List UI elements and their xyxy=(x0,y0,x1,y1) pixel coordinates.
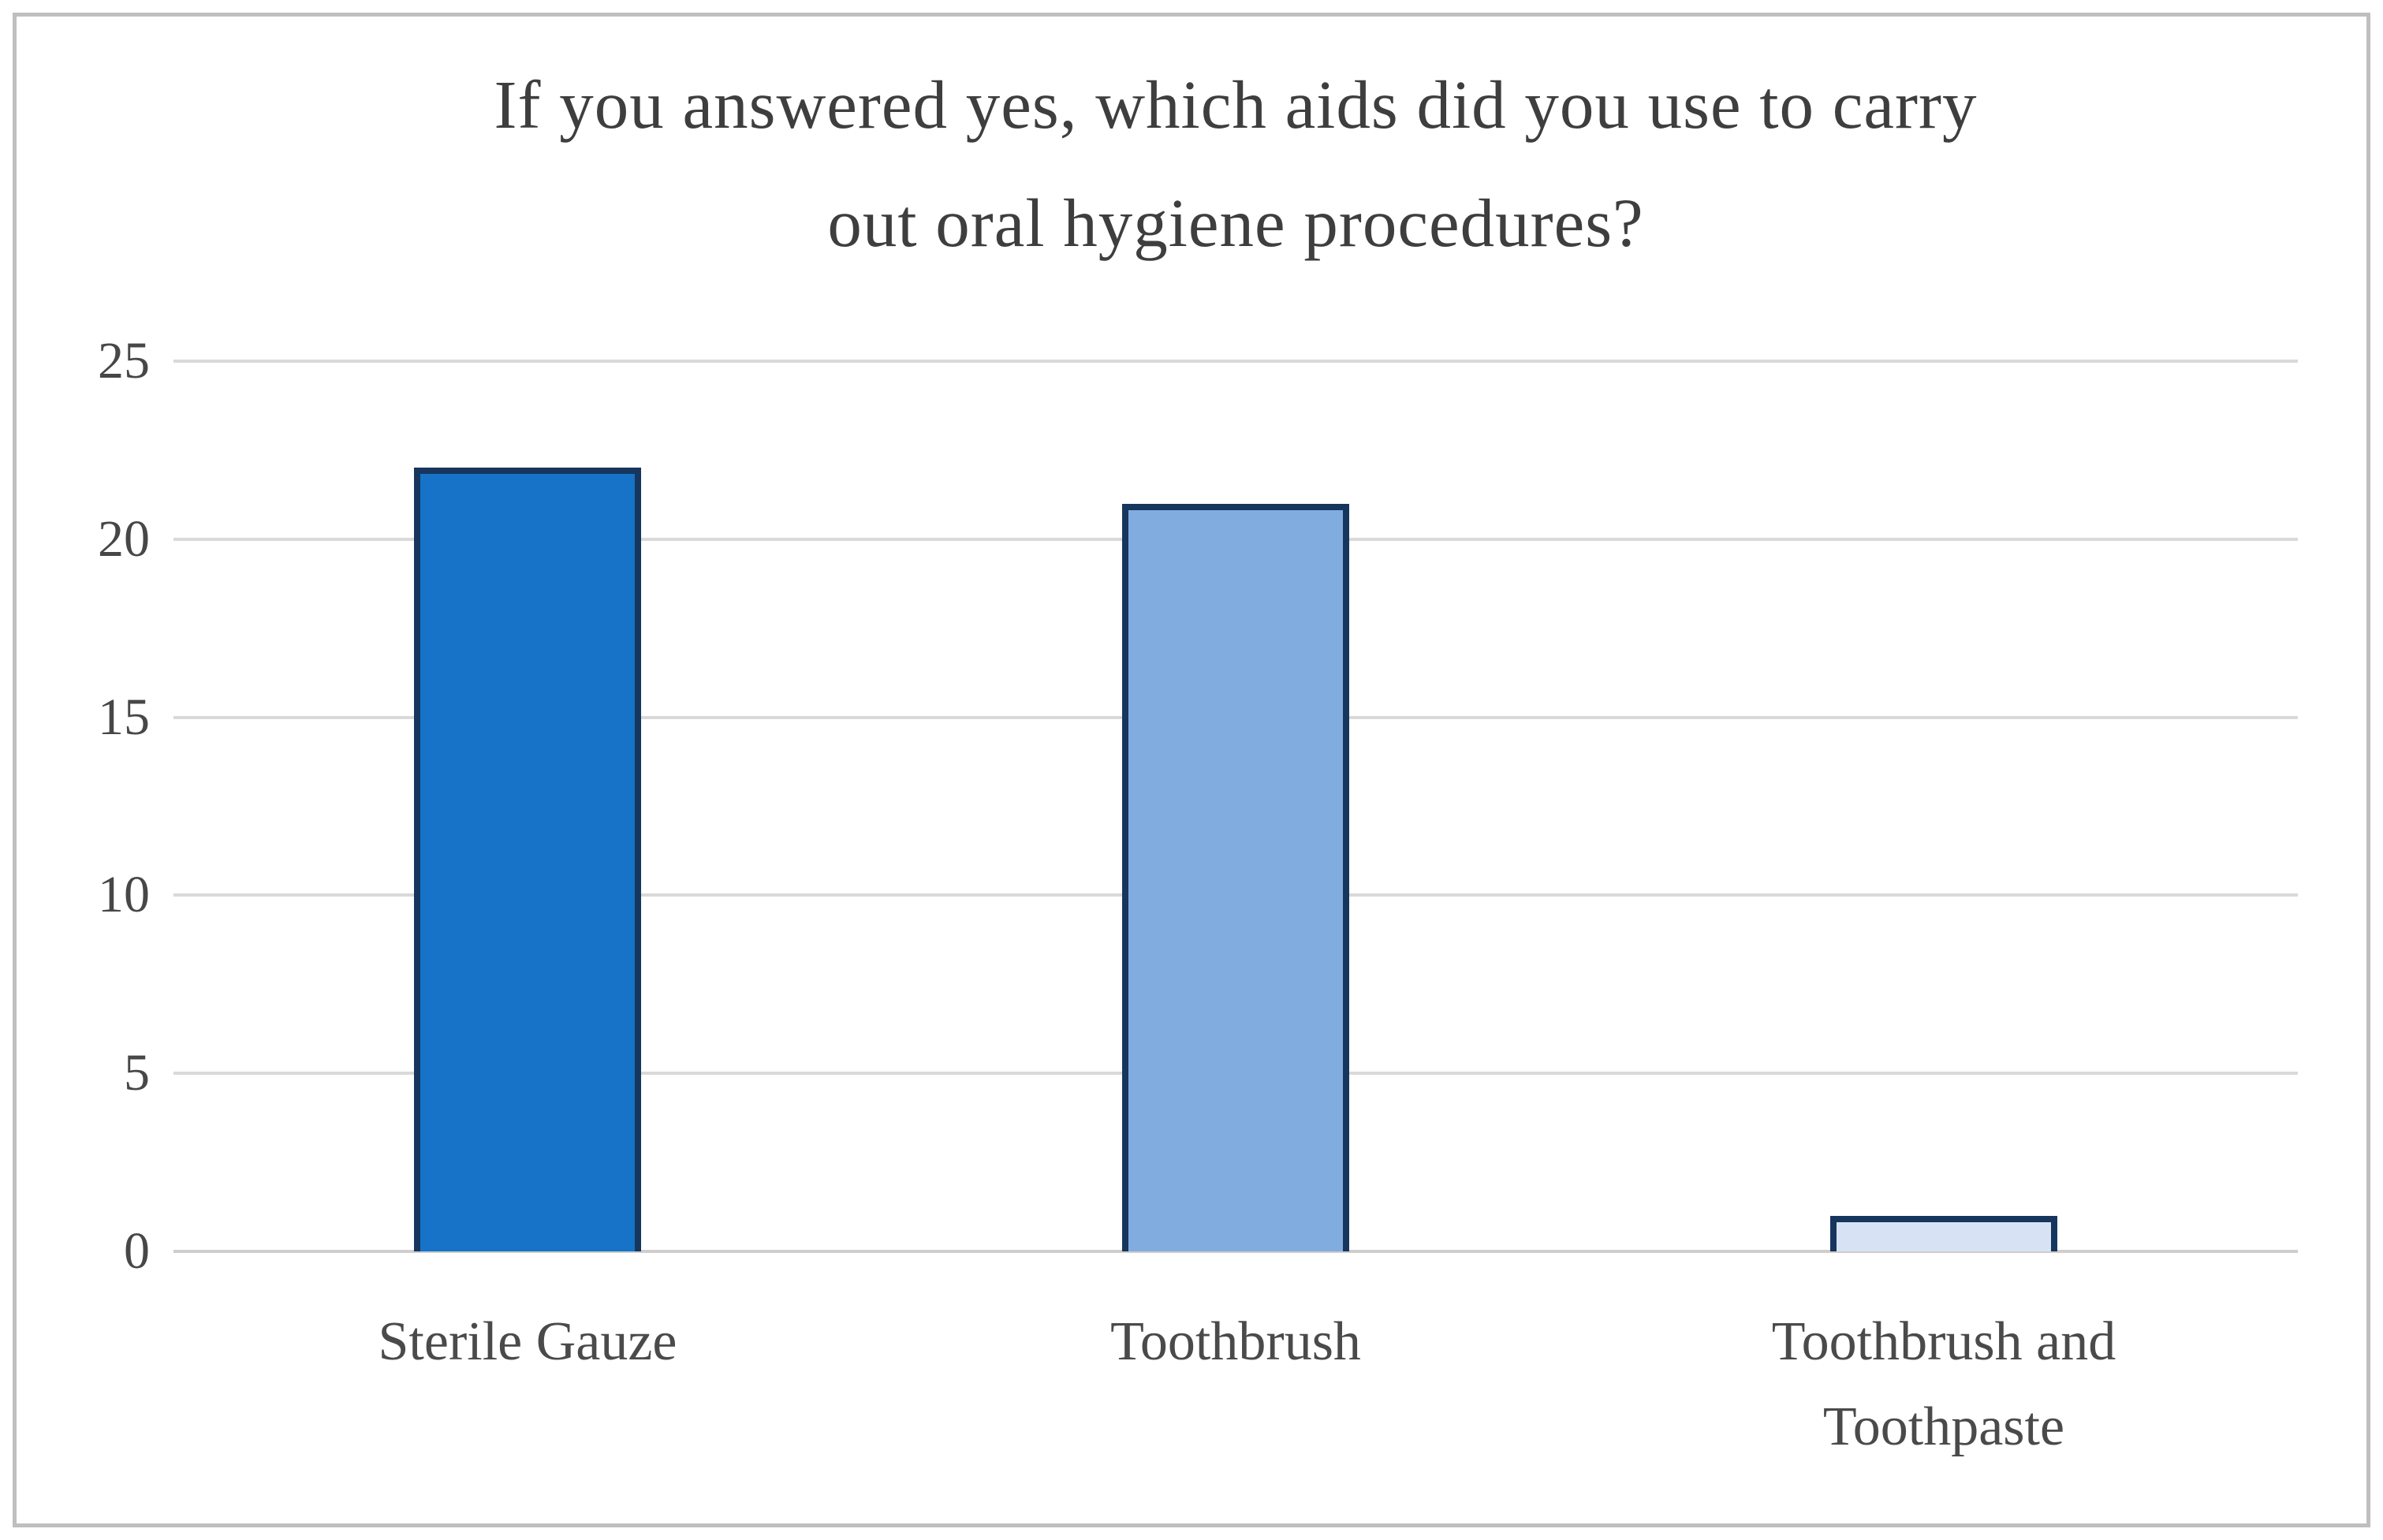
bar-cell-toothbrush-and-toothpaste xyxy=(1590,361,2298,1251)
x-tick-label-sterile-gauze: Sterile Gauze xyxy=(378,1311,677,1372)
y-tick-label-20: 20 xyxy=(98,509,150,568)
bar-toothbrush-and-toothpaste xyxy=(1830,1215,2057,1251)
x-tick-label-toothbrush: Toothbrush xyxy=(1110,1311,1361,1372)
bar-cell-toothbrush xyxy=(882,361,1590,1251)
x-label-cell-sterile-gauze: Sterile Gauze xyxy=(173,1299,882,1470)
chart-title-line-1: If you answered yes, which aids did you … xyxy=(494,66,1978,143)
gridline-25 xyxy=(173,360,2298,363)
x-label-cell-toothbrush: Toothbrush xyxy=(882,1299,1590,1470)
bar-sterile-gauze xyxy=(414,468,641,1251)
x-label-cell-toothbrush-and-toothpaste: Toothbrush and Toothpaste xyxy=(1590,1299,2298,1470)
plot-area xyxy=(173,360,2298,1253)
y-tick-label-5: 5 xyxy=(124,1044,150,1102)
x-axis-tick-labels: Sterile Gauze Toothbrush Toothbrush and To… xyxy=(173,1299,2298,1470)
y-tick-label-25: 25 xyxy=(98,332,150,390)
bar-cell-sterile-gauze xyxy=(173,361,882,1251)
y-tick-label-0: 0 xyxy=(124,1222,150,1280)
x-tick-label-toothbrush-and-toothpaste: Toothbrush and Toothpaste xyxy=(1771,1311,2116,1457)
y-tick-label-15: 15 xyxy=(98,688,150,746)
bar-toothbrush xyxy=(1122,503,1349,1251)
chart-title-line-2: out oral hygiene procedures? xyxy=(827,185,1644,261)
x-axis-line xyxy=(173,1250,2298,1253)
y-axis-tick-labels: 0 5 10 15 20 25 xyxy=(16,335,150,1277)
bars-container xyxy=(173,361,2298,1251)
chart-title: If you answered yes, which aids did you … xyxy=(173,46,2298,282)
y-tick-label-10: 10 xyxy=(98,866,150,924)
